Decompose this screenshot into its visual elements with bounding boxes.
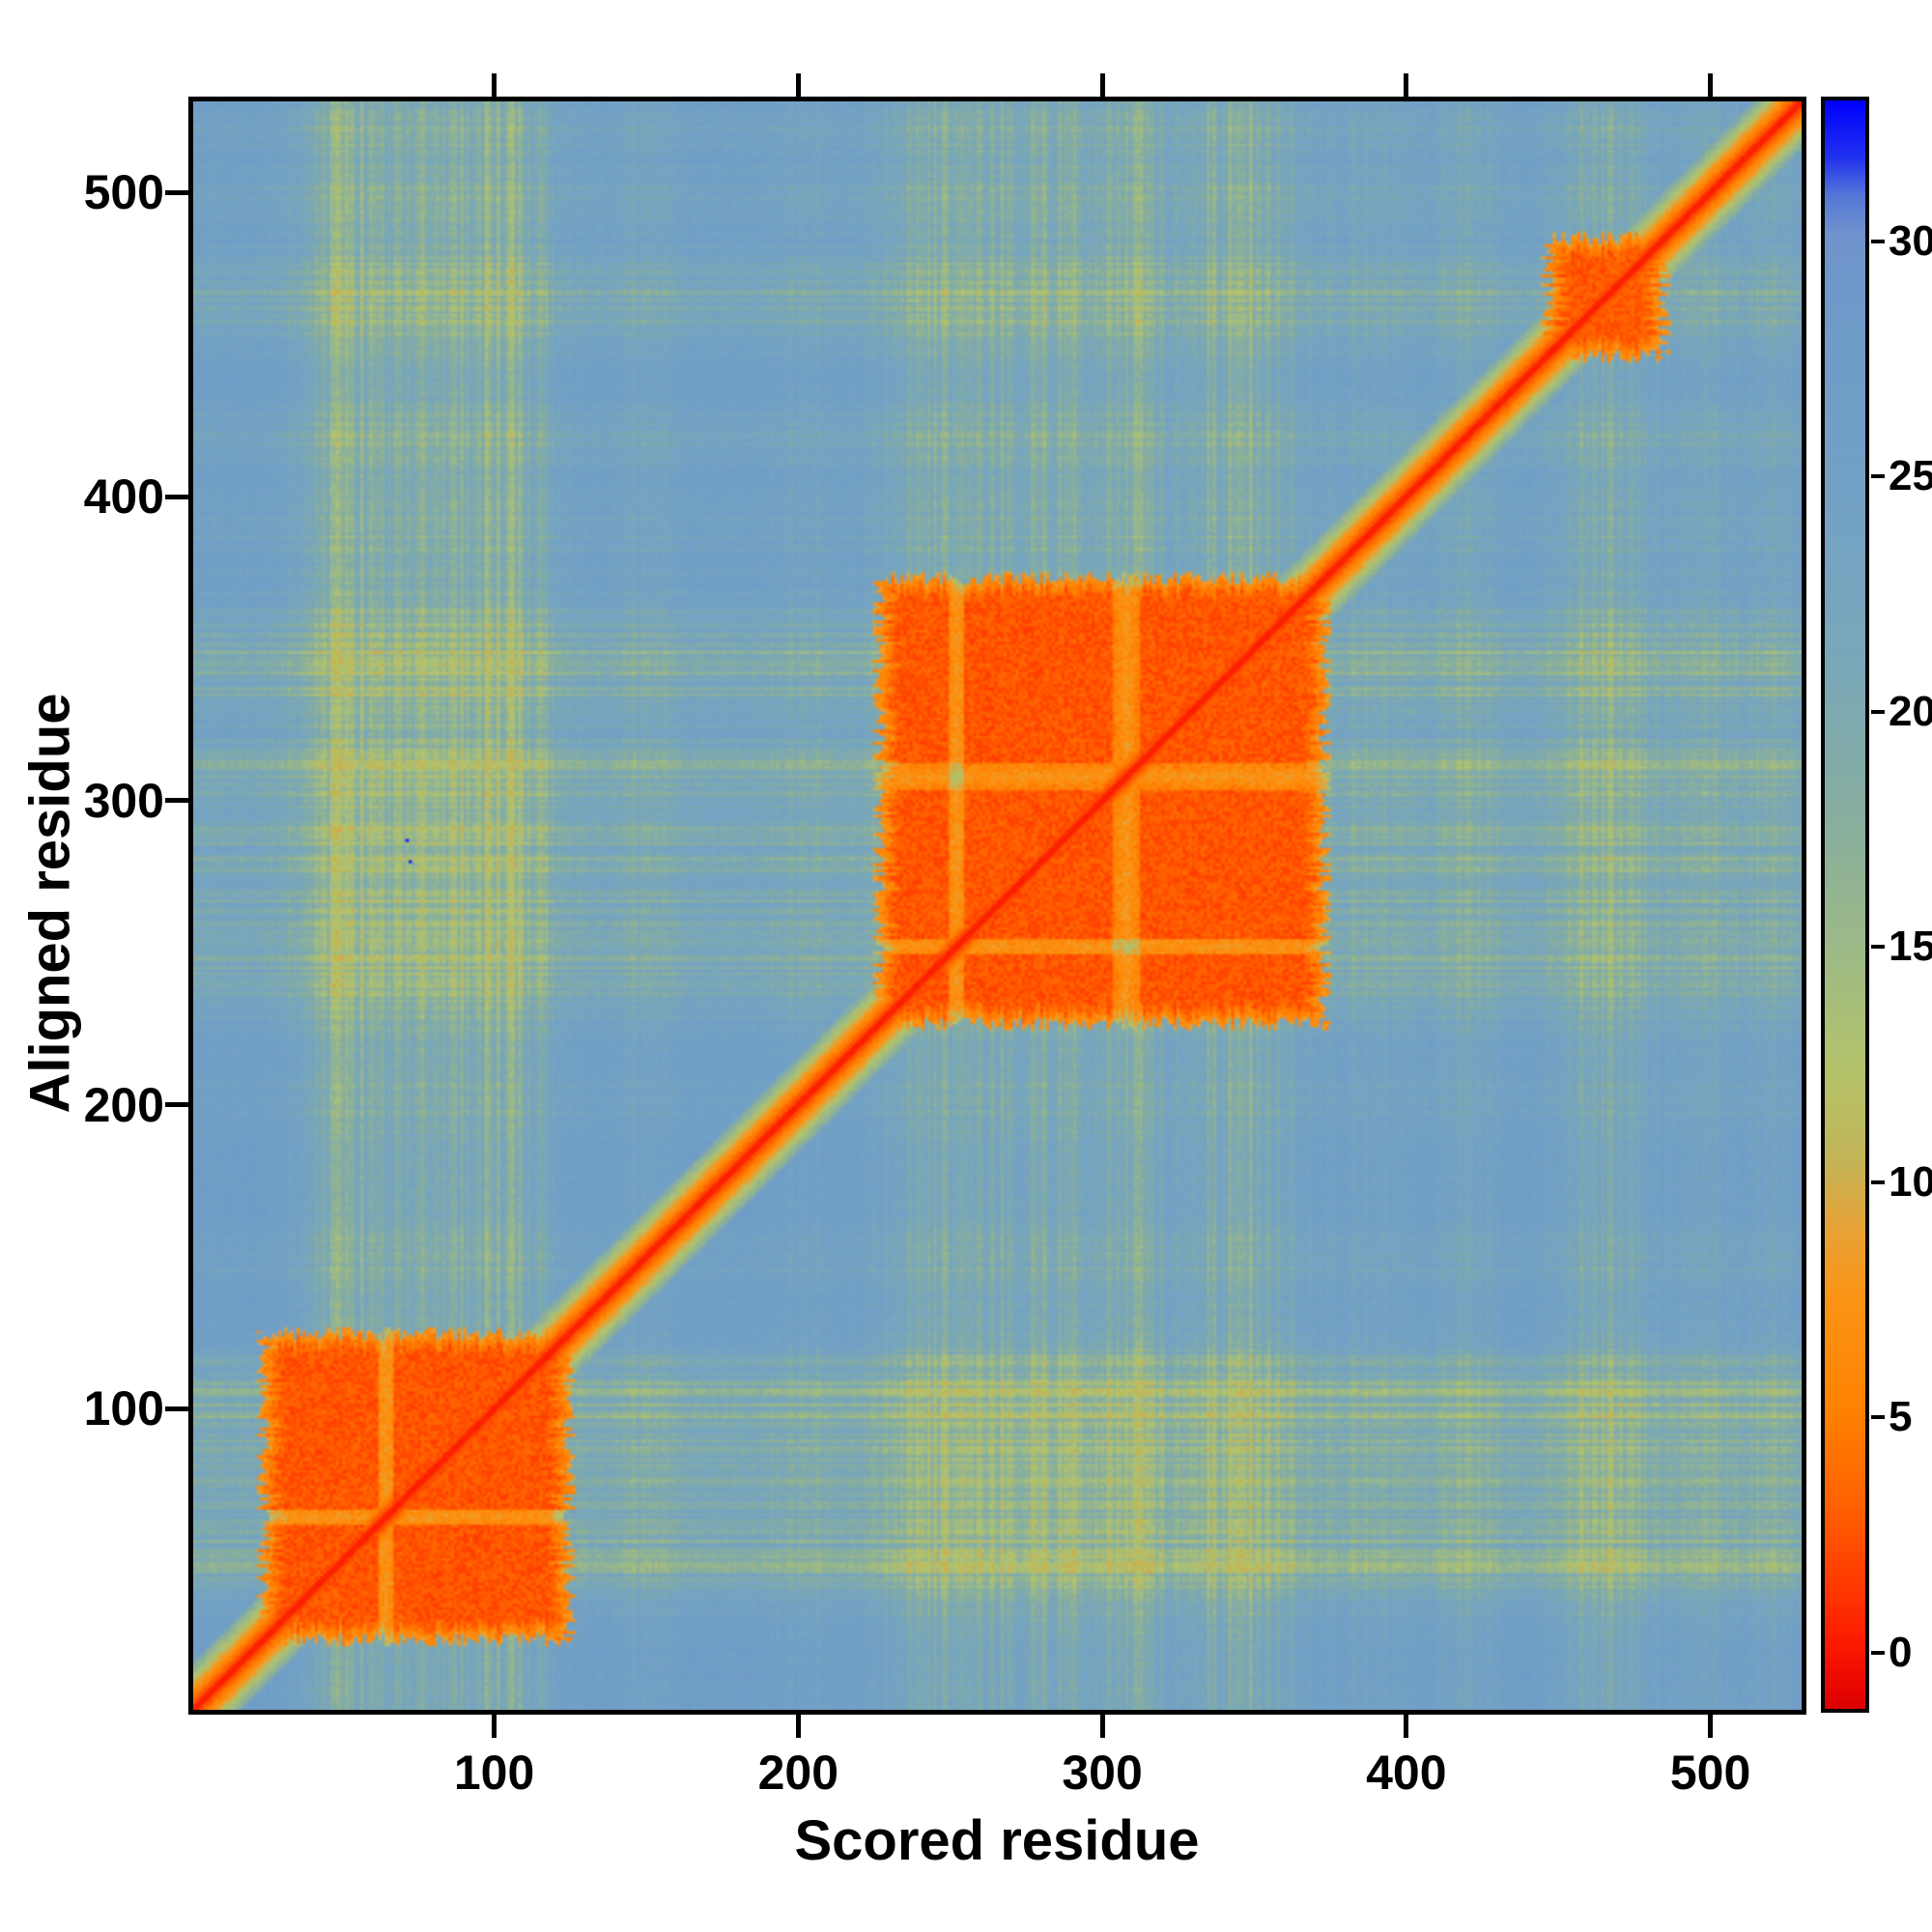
x-tick-mark	[1404, 1715, 1409, 1738]
x-tick-mark	[1099, 1715, 1105, 1738]
x-tick-label: 400	[1366, 1746, 1447, 1800]
x-tick-mark-top	[1404, 73, 1409, 97]
colorbar-canvas	[1825, 100, 1865, 1709]
x-tick-label: 200	[757, 1746, 839, 1800]
y-tick-label: 200	[83, 1077, 164, 1132]
x-tick-label: 500	[1669, 1746, 1751, 1800]
x-tick-mark	[795, 1715, 801, 1738]
colorbar-tick-label: 15	[1889, 923, 1932, 971]
colorbar-tick-mark	[1871, 1650, 1885, 1655]
colorbar-tick-label: 30	[1889, 217, 1932, 266]
colorbar-tick-mark	[1871, 474, 1885, 479]
y-tick-label: 400	[83, 469, 164, 525]
colorbar-tick-label: 10	[1889, 1157, 1932, 1206]
colorbar-tick-mark	[1871, 240, 1885, 244]
colorbar-tick-label: 0	[1889, 1628, 1913, 1676]
x-tick-mark	[1708, 1715, 1714, 1738]
y-axis-label: Aligned residue	[18, 693, 82, 1114]
x-axis-label: Scored residue	[794, 1809, 1200, 1872]
colorbar-tick-mark	[1871, 1179, 1885, 1184]
x-tick-mark-top	[492, 73, 497, 97]
colorbar-tick-label: 20	[1889, 687, 1932, 735]
y-tick-mark	[165, 1102, 188, 1108]
x-tick-label: 300	[1062, 1746, 1143, 1800]
colorbar	[1821, 97, 1869, 1713]
colorbar-tick-label: 5	[1889, 1393, 1913, 1441]
colorbar-tick-mark	[1871, 709, 1885, 714]
x-tick-mark-top	[1708, 73, 1714, 97]
y-tick-mark	[165, 189, 188, 195]
colorbar-tick-mark	[1871, 945, 1885, 950]
x-tick-mark-top	[1099, 73, 1105, 97]
x-tick-mark	[492, 1715, 497, 1738]
heatmap-canvas	[193, 101, 1802, 1710]
x-tick-label: 100	[453, 1746, 535, 1800]
colorbar-tick-mark	[1871, 1415, 1885, 1420]
plot-area	[188, 97, 1806, 1715]
y-tick-label: 500	[83, 165, 164, 220]
colorbar-tick-label: 25	[1889, 452, 1932, 500]
y-tick-label: 300	[83, 773, 164, 828]
y-tick-mark	[165, 1406, 188, 1411]
y-tick-mark	[165, 798, 188, 804]
x-tick-mark-top	[795, 73, 801, 97]
y-tick-mark	[165, 494, 188, 499]
y-tick-label: 100	[83, 1381, 164, 1436]
